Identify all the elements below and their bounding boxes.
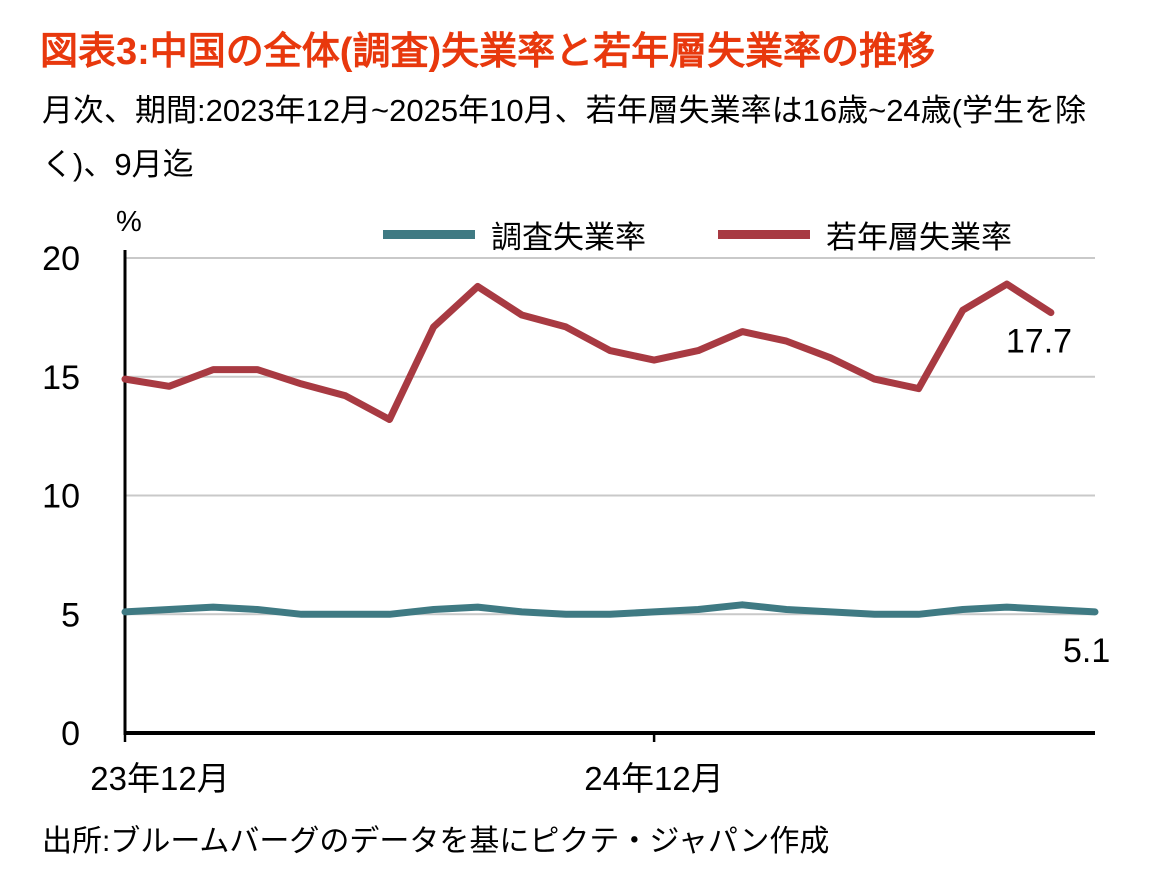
y-tick-label-0: 0 (61, 715, 80, 753)
legend-label-youth: 若年層失業率 (826, 220, 1012, 255)
y-tick-label-15: 15 (42, 359, 80, 397)
survey-series-line (121, 601, 1099, 618)
source-note: 出所:ブルームバーグのデータを基にピクテ・ジャパン作成 (42, 825, 830, 858)
legend-label-survey: 調査失業率 (491, 220, 646, 255)
legend-item-survey: 調査失業率 (383, 212, 646, 257)
y-tick-label-20: 20 (42, 240, 80, 278)
line-chart: 0 5 10 15 20 5.1 17.7 (42, 240, 1110, 753)
y-tick-label-5: 5 (61, 596, 80, 634)
legend-item-youth: 若年層失業率 (718, 212, 1012, 257)
y-tick-label-10: 10 (42, 478, 80, 516)
chart-subtitle: 月次、期間:2023年12月~2025年10月、若年層失業率は16歳~24歳(学… (42, 93, 1086, 183)
chart-legend: 調査失業率 若年層失業率 (383, 212, 1012, 257)
y-axis-unit-label: % (116, 206, 142, 238)
youth-series-line (121, 280, 1055, 423)
legend-swatch-survey (383, 230, 475, 239)
x-axis-label-start: 23年12月 (90, 760, 230, 797)
chart-title: 図表3:中国の全体(調査)失業率と若年層失業率の推移 (40, 31, 936, 73)
x-axis-label-mid: 24年12月 (584, 760, 724, 797)
legend-swatch-youth (718, 230, 810, 239)
youth-end-label: 17.7 (1006, 323, 1072, 361)
survey-end-label: 5.1 (1063, 632, 1110, 670)
